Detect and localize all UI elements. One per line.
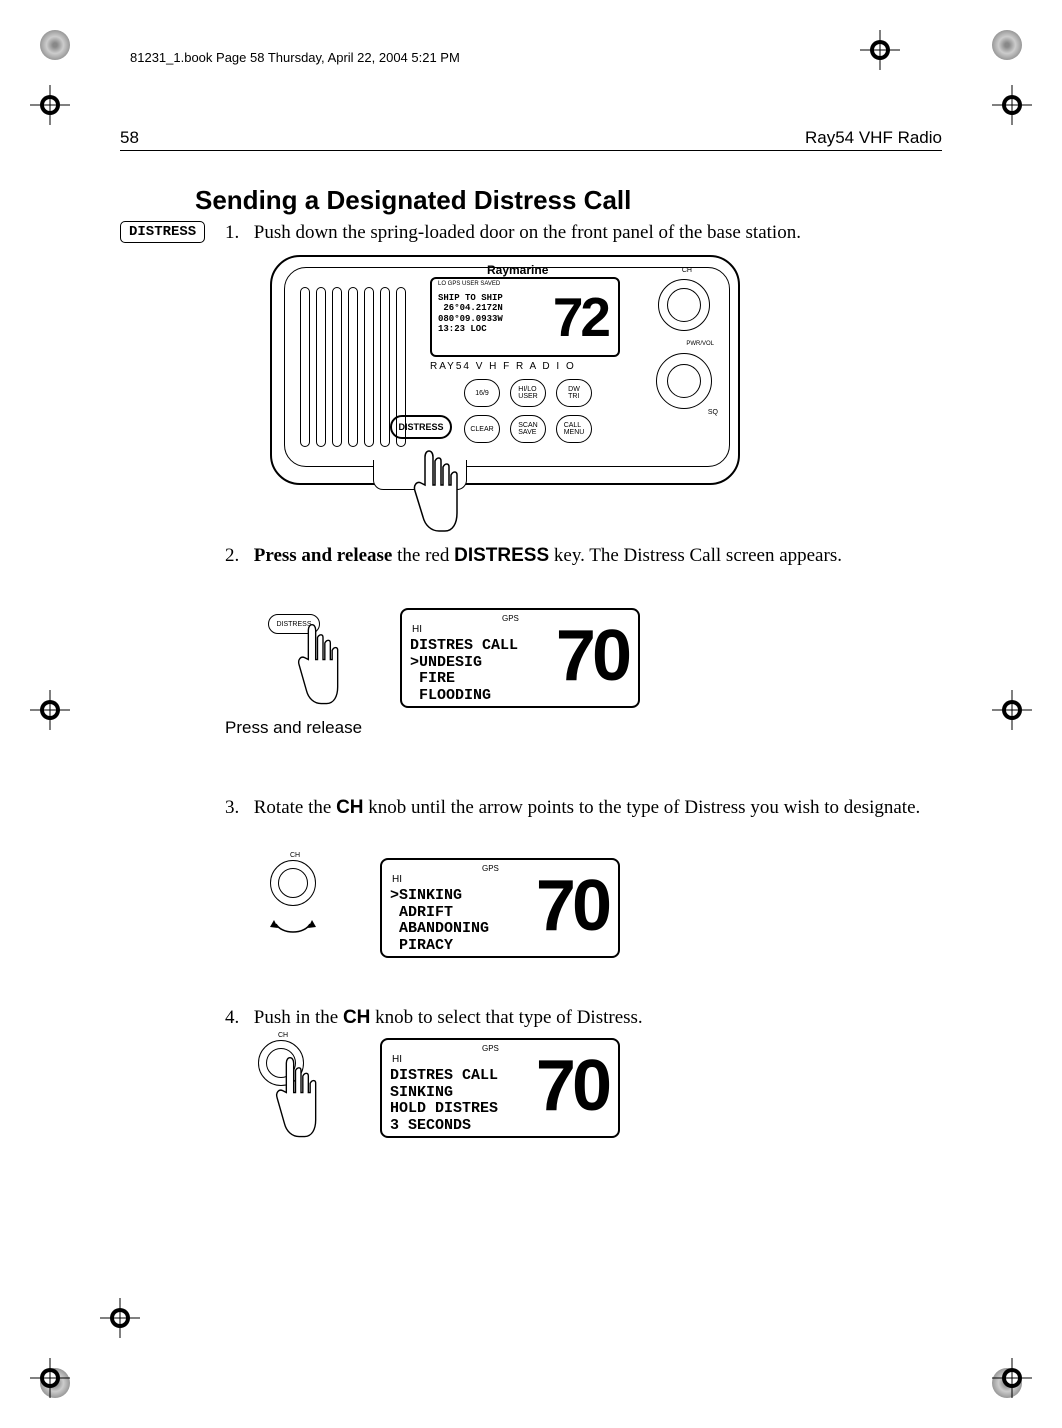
- step-key: DISTRESS: [454, 545, 549, 566]
- hand-icon: [290, 615, 345, 715]
- lcd-gps: GPS: [482, 1044, 499, 1053]
- crosshair-icon: [30, 85, 70, 125]
- radio-illustration: Raymarine LO GPS USER SAVED SHIP TO SHIP…: [270, 255, 750, 525]
- crosshair-icon: [30, 1358, 70, 1398]
- page-number: 58: [120, 128, 139, 148]
- lcd-big-number: 70: [556, 615, 628, 697]
- pwr-knob-label: PWR/VOL: [686, 341, 714, 347]
- lcd-menu-text: DISTRES CALL SINKING HOLD DISTRES 3 SECO…: [390, 1068, 498, 1134]
- crosshair-icon: [992, 1358, 1032, 1398]
- radio-body: Raymarine LO GPS USER SAVED SHIP TO SHIP…: [270, 255, 740, 485]
- button-row-2: CLEAR SCAN SAVE CALL MENU: [464, 415, 592, 443]
- ch-label: CH: [290, 852, 300, 859]
- lcd-hi: HI: [412, 624, 422, 635]
- lcd-big-number: 70: [536, 865, 608, 947]
- book-meta-header: 81231_1.book Page 58 Thursday, April 22,…: [130, 50, 460, 65]
- lcd-text-lines: SHIP TO SHIP 26°04.2172N 080°09.0933W 13…: [438, 293, 503, 334]
- brand-label: Raymarine: [487, 263, 548, 277]
- lcd-gps: GPS: [482, 864, 499, 873]
- step-number: 3.: [225, 795, 249, 821]
- lcd-screen-step2: HI GPS DISTRES CALL >UNDESIG FIRE FLOODI…: [400, 608, 640, 708]
- ch-label: CH: [278, 1032, 288, 1039]
- step-3-text: 3. Rotate the CH knob until the arrow po…: [225, 795, 925, 821]
- press-release-caption: Press and release: [225, 718, 362, 738]
- step-bold: Press and release: [254, 545, 393, 566]
- sq-label: SQ: [708, 409, 718, 416]
- lcd-display: LO GPS USER SAVED SHIP TO SHIP 26°04.217…: [430, 277, 620, 357]
- lcd-gps: GPS: [502, 614, 519, 623]
- hand-icon: [268, 1048, 323, 1148]
- hand-icon: [405, 445, 465, 535]
- ch-knob-label: CH: [682, 267, 692, 274]
- button-row-1: 16/9 HI/LO USER DW TRI: [464, 379, 592, 407]
- crosshair-icon: [30, 690, 70, 730]
- rotate-arrows-icon: [268, 914, 318, 944]
- header-rule: [120, 150, 942, 151]
- btn-hilo-user: HI/LO USER: [510, 379, 546, 407]
- step-text: Push in the: [254, 1007, 343, 1028]
- crosshair-icon: [992, 690, 1032, 730]
- lcd-status-row: LO GPS USER SAVED: [438, 281, 500, 287]
- step-text: knob until the arrow points to the type …: [364, 797, 921, 818]
- step-4-text: 4. Push in the CH knob to select that ty…: [225, 1005, 925, 1031]
- lcd-screen-step4: HI GPS DISTRES CALL SINKING HOLD DISTRES…: [380, 1038, 620, 1138]
- crosshair-icon: [992, 85, 1032, 125]
- step-text: the red: [392, 545, 454, 566]
- btn-scan-save: SCAN SAVE: [510, 415, 546, 443]
- crosshair-icon: [860, 30, 900, 70]
- step-number: 4.: [225, 1005, 249, 1031]
- lcd-hi: HI: [392, 1054, 402, 1065]
- step-number: 2.: [225, 543, 249, 569]
- step-1-text: 1. Push down the spring-loaded door on t…: [225, 220, 925, 246]
- lcd-big-number: 70: [536, 1045, 608, 1127]
- step-number: 1.: [225, 220, 249, 246]
- lcd-hi: HI: [392, 874, 402, 885]
- ch-knob: [658, 279, 710, 331]
- print-mark-tr: [992, 30, 1022, 60]
- step-text: knob to select that type of Distress.: [370, 1007, 642, 1028]
- pwr-knob: [656, 353, 712, 409]
- step-text: Rotate the: [254, 797, 336, 818]
- btn-16-9: 16/9: [464, 379, 500, 407]
- step-key: CH: [343, 1007, 370, 1028]
- lcd-menu-text: >SINKING ADRIFT ABANDONING PIRACY: [390, 888, 489, 954]
- model-label: RAY54 V H F R A D I O: [430, 361, 576, 372]
- section-heading: Sending a Designated Distress Call: [195, 185, 631, 216]
- document-title: Ray54 VHF Radio: [805, 128, 942, 148]
- lcd-channel-number: 72: [553, 285, 608, 349]
- btn-dw-tri: DW TRI: [556, 379, 592, 407]
- step-content: Push down the spring-loaded door on the …: [254, 222, 801, 243]
- ch-knob-mini: [270, 860, 316, 906]
- btn-clear: CLEAR: [464, 415, 500, 443]
- crosshair-icon: [100, 1298, 140, 1338]
- step-text: key. The Distress Call screen appears.: [549, 545, 842, 566]
- distress-margin-label: DISTRESS: [120, 221, 205, 243]
- btn-call-menu: CALL MENU: [556, 415, 592, 443]
- knob-rotate-context: CH: [238, 858, 358, 954]
- distress-button: DISTRESS: [390, 415, 452, 439]
- lcd-screen-step3: HI GPS >SINKING ADRIFT ABANDONING PIRACY…: [380, 858, 620, 958]
- step-2-text: 2. Press and release the red DISTRESS ke…: [225, 543, 925, 569]
- lcd-menu-text: DISTRES CALL >UNDESIG FIRE FLOODING: [410, 638, 518, 704]
- print-mark-tl: [40, 30, 70, 60]
- step-key: CH: [336, 797, 363, 818]
